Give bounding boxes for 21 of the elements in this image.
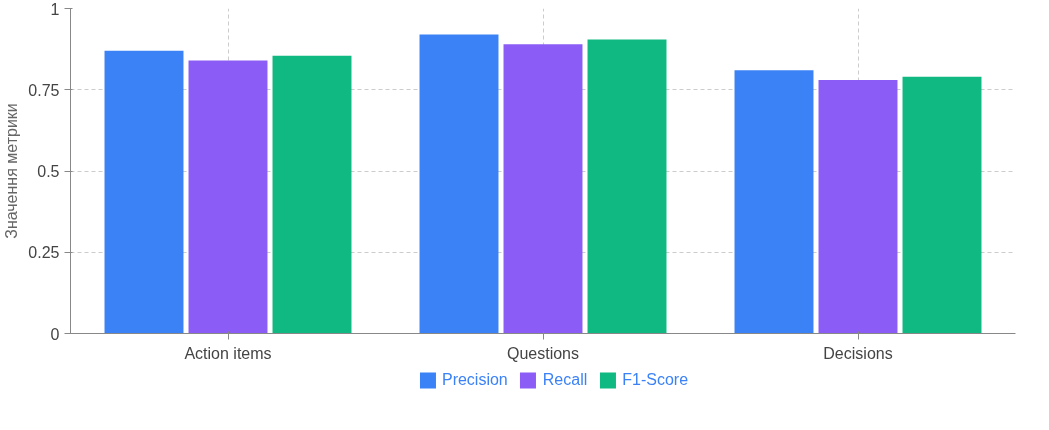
y-tick-label: 0.5: [37, 163, 60, 180]
y-tick-label: 0.75: [28, 81, 60, 99]
bar: [503, 44, 583, 334]
bar: [587, 39, 667, 334]
x-tick-label: Decisions: [823, 344, 893, 362]
y-tick-label: 0.25: [28, 244, 60, 262]
bar: [188, 60, 268, 334]
legend-label: Precision: [441, 371, 508, 389]
legend-label: F1-Score: [622, 371, 689, 389]
x-tick-label: Action items: [184, 344, 272, 362]
x-tick-label: Questions: [506, 344, 580, 362]
y-axis-title: Значення метрики: [3, 103, 21, 239]
bar: [272, 55, 352, 334]
bar: [818, 80, 898, 334]
bar: [419, 34, 499, 334]
bar: [104, 50, 184, 334]
bar: [734, 70, 814, 334]
y-tick-label: 0: [50, 325, 60, 343]
y-tick-label: 1: [50, 0, 60, 18]
legend-label: Recall: [542, 371, 588, 389]
bar: [902, 76, 982, 334]
